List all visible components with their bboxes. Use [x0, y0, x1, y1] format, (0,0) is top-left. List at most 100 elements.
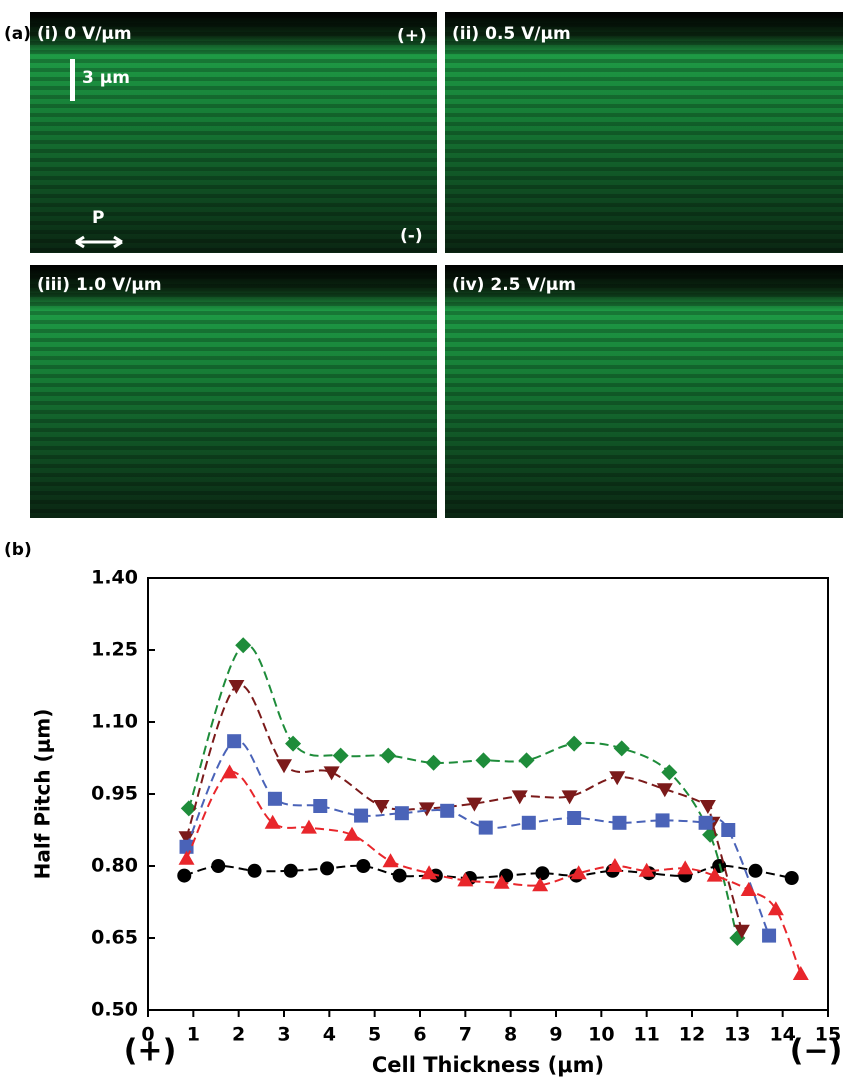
point: [606, 858, 623, 872]
y-tick-label: 1.25: [91, 639, 138, 661]
point: [493, 874, 510, 889]
point: [661, 764, 678, 781]
point: [320, 861, 335, 876]
point: [247, 863, 262, 878]
panel-label: (iv) 2.5 V/μm: [452, 275, 576, 295]
panel-label: (i) 0 V/μm: [37, 24, 132, 44]
point: [440, 803, 455, 818]
point: [344, 826, 360, 841]
y-tick-label: 0.80: [91, 855, 138, 877]
point: [518, 752, 535, 769]
point: [655, 813, 670, 828]
fit-curve: [185, 739, 770, 936]
point: [425, 754, 442, 771]
x-tick-label: 7: [459, 1024, 472, 1046]
point: [570, 865, 587, 880]
point: [179, 839, 194, 854]
polarity-annotation: (−): [790, 1034, 843, 1069]
fit-curve: [185, 771, 802, 975]
x-tick-label: 5: [368, 1024, 381, 1046]
x-tick-label: 10: [588, 1024, 614, 1046]
point: [332, 747, 349, 764]
point: [300, 819, 317, 834]
x-tick-label: 4: [323, 1024, 336, 1046]
micrograph: [30, 12, 843, 518]
point: [457, 872, 474, 887]
point: [382, 853, 399, 868]
x-tick-label: 0: [141, 1024, 154, 1046]
point: [767, 901, 784, 916]
point: [418, 802, 435, 817]
polarizer-label: P: [92, 208, 104, 228]
figure-label: (a): [4, 24, 31, 44]
point: [221, 764, 238, 779]
point: [561, 790, 578, 805]
point: [521, 815, 536, 830]
point: [178, 831, 195, 846]
plot-frame: [147, 577, 829, 1011]
point: [276, 759, 292, 774]
x-axis-title: Cell Thickness (μm): [372, 1053, 604, 1077]
polarity-sign: (-): [400, 226, 423, 246]
point: [380, 747, 397, 764]
panel-label: (ii) 0.5 V/μm: [452, 24, 571, 44]
fit-curve: [185, 683, 743, 932]
point: [354, 808, 369, 823]
x-tick-label: 12: [679, 1024, 705, 1046]
y-tick-label: 1.10: [91, 711, 138, 733]
figure-label: (b): [4, 540, 32, 560]
point: [227, 734, 242, 749]
y-axis-title: Half Pitch (μm): [31, 709, 55, 880]
point: [566, 735, 583, 752]
point: [613, 740, 630, 757]
point: [762, 928, 777, 943]
point: [698, 815, 713, 830]
point: [706, 867, 723, 882]
y-tick-label: 0.50: [91, 999, 138, 1021]
scale-label: 3 μm: [82, 68, 130, 88]
point: [323, 766, 340, 781]
point: [466, 797, 483, 812]
point: [733, 924, 750, 939]
point: [373, 800, 390, 814]
point: [699, 800, 716, 814]
point: [478, 820, 493, 835]
point: [180, 800, 197, 817]
point: [264, 814, 281, 829]
polarizer-arrow: [75, 235, 123, 249]
point: [740, 882, 757, 896]
point: [228, 680, 245, 694]
polarity-sign: (+): [397, 26, 427, 46]
point: [285, 735, 302, 752]
point: [792, 966, 809, 980]
point: [748, 863, 763, 878]
y-tick-label: 0.65: [91, 927, 138, 949]
point: [211, 859, 226, 873]
x-tick-label: 8: [504, 1024, 517, 1046]
point: [511, 790, 528, 805]
point: [721, 823, 736, 837]
point: [567, 811, 582, 825]
point: [267, 791, 282, 806]
point: [235, 637, 252, 654]
x-tick-label: 1: [187, 1024, 200, 1046]
point: [421, 865, 438, 880]
x-tick-label: 9: [549, 1024, 562, 1046]
point: [475, 752, 492, 769]
point: [313, 799, 328, 813]
point: [612, 815, 627, 830]
y-tick-label: 0.95: [91, 783, 138, 805]
x-tick-label: 2: [232, 1024, 245, 1046]
x-tick-label: 13: [724, 1024, 750, 1046]
point: [356, 859, 371, 873]
x-tick-label: 3: [277, 1024, 290, 1046]
point: [784, 871, 799, 885]
x-tick-label: 15: [815, 1024, 841, 1046]
point: [609, 771, 626, 786]
point: [178, 850, 195, 865]
point: [677, 860, 694, 875]
y-tick-label: 1.40: [91, 567, 138, 589]
polarity-annotation: (+): [124, 1034, 177, 1069]
x-tick-label: 6: [413, 1024, 426, 1046]
panel-label: (iii) 1.0 V/μm: [37, 275, 162, 295]
